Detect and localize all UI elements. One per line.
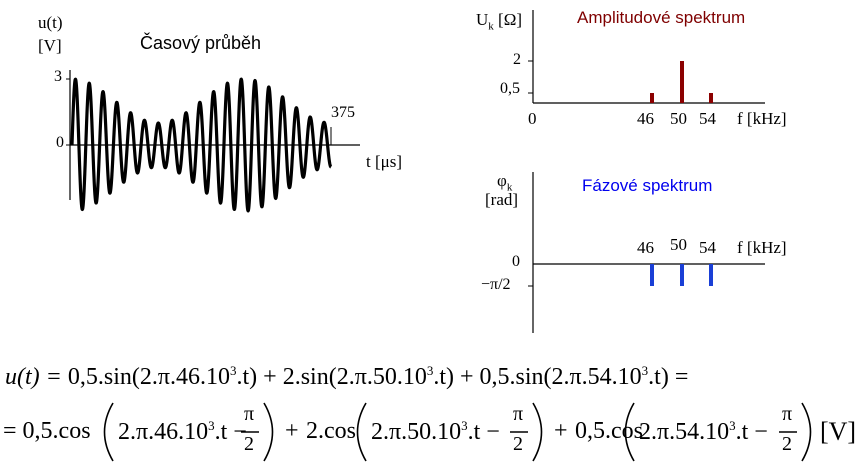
equation-line-1: u(t) = 0,5.sin(2.π.46.103.t) + 2.sin(2.π… [5, 363, 688, 391]
eq1-tail3: .t) [648, 364, 669, 390]
eq1-lhs: u(t) = [5, 364, 68, 390]
paren-open-1 [103, 402, 114, 462]
amp-ylabel-unit: [Ω] [498, 10, 522, 29]
eq2-two-1: 2 [244, 433, 254, 455]
eq2-two-3: 2 [782, 433, 792, 455]
amp-ylabel-sub: k [488, 20, 494, 33]
phase-ylabel-sub: k [506, 181, 513, 194]
amp-ytick-label-2: 2 [513, 51, 521, 68]
amp-xtick-label-50: 50 [670, 109, 687, 128]
paren-close-2 [532, 402, 543, 462]
eq1-tail1: .t) [236, 364, 258, 390]
phase-xtick-label-54: 54 [699, 238, 716, 257]
phase-ylabel: φk [497, 171, 512, 193]
time-ylabel-unit: [V] [38, 36, 62, 55]
phase-ylabel-unit: [rad] [485, 190, 519, 209]
paren-open-2 [356, 402, 367, 462]
amp-ylabel: Uk [Ω] [476, 10, 522, 32]
eq1-term1: 0,5.sin(2.π.46.10 [67, 364, 230, 390]
eq2-minus1: .t − [214, 419, 247, 445]
phase-xtick-label-50: 50 [670, 235, 687, 254]
eq2-plus-2: + [554, 418, 568, 444]
amp-xtick-label-54: 54 [699, 109, 716, 128]
eq2-c5-text: 2.π.54.10 [639, 419, 730, 445]
eq2-exp1: 3 [208, 418, 215, 433]
eq2-c1: 2.π.46.103.t − [118, 418, 247, 446]
eq2-unit: [V] [820, 417, 855, 446]
equation-parentheses [103, 402, 812, 462]
eq2-pi-3: π [782, 403, 793, 425]
eq2-exp2: 3 [461, 418, 468, 433]
paren-close-1 [263, 402, 274, 462]
phase-ytick-label-0: 0 [512, 253, 520, 270]
time-ylabel: u(t) [38, 13, 63, 32]
time-plot [66, 70, 360, 213]
eq2-start: = 0,5.cos [3, 418, 91, 444]
eq2-c4: 0,5.cos [575, 418, 643, 444]
time-xlabel: t [μs] [366, 152, 403, 171]
eq2-minus2: .t − [467, 419, 500, 445]
paren-close-3 [801, 402, 812, 462]
time-end-label: 375 [331, 104, 355, 121]
eq2-c2: 2.cos [306, 418, 356, 444]
eq1-plus2: + [454, 364, 480, 390]
eq1-tail2: .t) [433, 364, 454, 390]
time-ytick-label-0: 0 [56, 134, 64, 151]
phase-ytick-label-neg: −π/2 [481, 276, 511, 293]
amp-xlabel: f [kHz] [737, 109, 787, 128]
eq2-minus3: .t − [735, 419, 768, 445]
amp-xtick-label-46: 46 [637, 109, 654, 128]
amplitude-plot [528, 10, 765, 104]
eq2-c1-text: 2.π.46.10 [118, 419, 209, 445]
eq2-plus-1: + [285, 418, 299, 444]
phase-plot-title: Fázové spektrum [582, 176, 713, 195]
eq1-plus1: + [257, 364, 283, 390]
amp-ytick-label-05: 0,5 [500, 80, 520, 97]
eq2-c3-text: 2.π.50.10 [371, 419, 462, 445]
eq1-end: = [668, 364, 689, 390]
phase-xlabel: f [kHz] [737, 238, 787, 257]
eq1-exp2: 3 [426, 363, 434, 378]
eq2-c5: 2.π.54.103.t − [639, 418, 768, 446]
amp-ylabel-main: U [476, 10, 489, 29]
eq1-term2: 2.sin(2.π.50.10 [282, 364, 427, 390]
eq2-two-2: 2 [513, 433, 523, 455]
time-plot-title: Časový průběh [140, 33, 262, 53]
time-ytick-label-3: 3 [54, 68, 62, 85]
amp-xtick-label-0: 0 [528, 109, 537, 128]
eq2-pi-1: π [244, 403, 255, 425]
phase-xtick-label-46: 46 [637, 238, 654, 257]
eq1-term3: 0,5.sin(2.π.54.10 [479, 364, 642, 390]
phase-ylabel-main: φ [497, 171, 507, 190]
eq1-exp1: 3 [229, 363, 237, 378]
eq1-exp3: 3 [641, 363, 649, 378]
paren-open-3 [624, 402, 635, 462]
eq2-pi-2: π [513, 403, 524, 425]
eq2-exp3: 3 [729, 418, 736, 433]
waveform-line [70, 77, 333, 213]
phase-plot [528, 172, 765, 333]
eq2-c3: 2.π.50.103.t − [371, 418, 500, 446]
amp-plot-title: Amplitudové spektrum [577, 8, 746, 27]
